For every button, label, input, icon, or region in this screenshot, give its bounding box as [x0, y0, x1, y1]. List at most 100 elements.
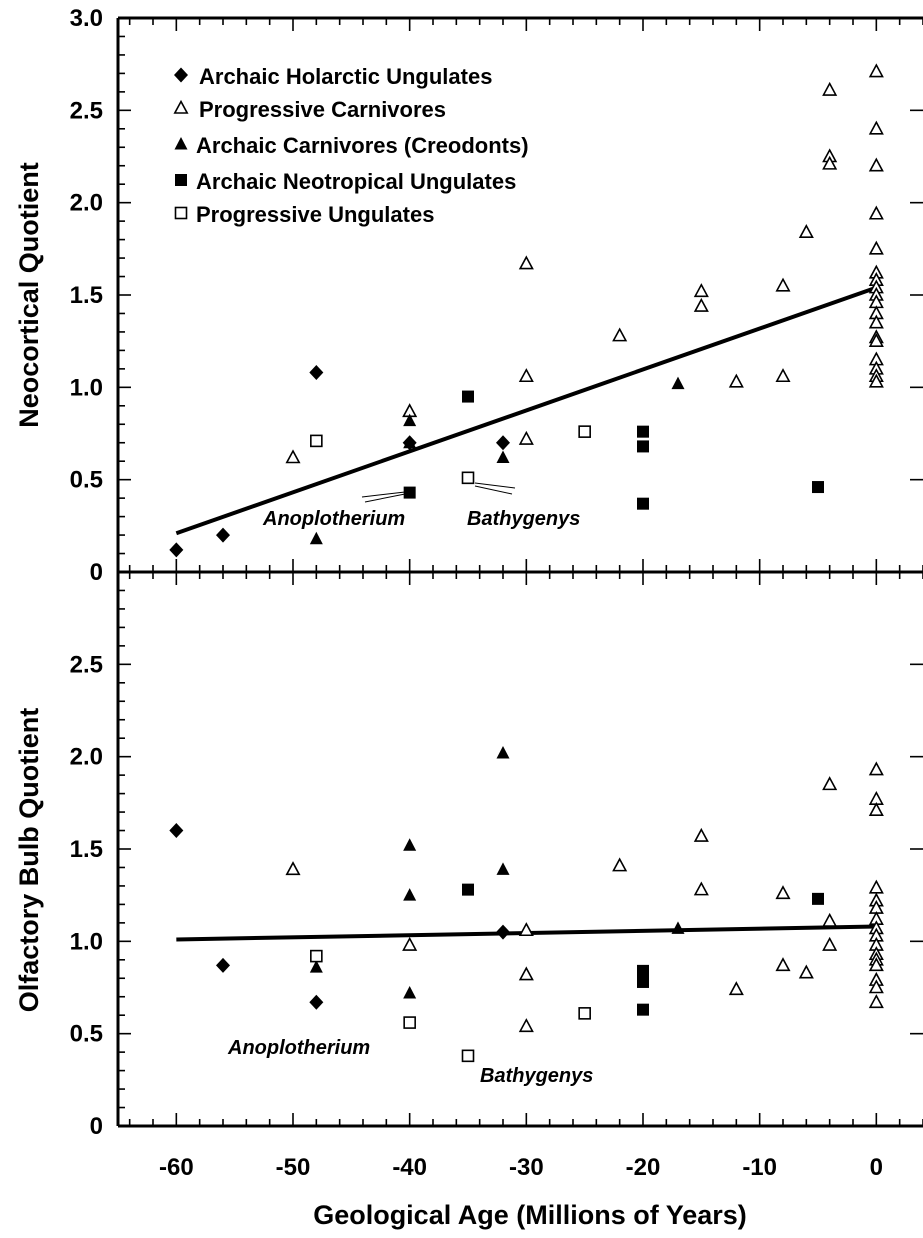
annotation-anoplotherium-upper: Anoplotherium — [262, 508, 405, 530]
data-point-filled-triangle — [403, 986, 416, 999]
y-tick-label: 2.5 — [70, 97, 103, 124]
data-point-open-square — [404, 1017, 415, 1028]
x-tick-label: -10 — [742, 1154, 777, 1181]
data-point-filled-diamond — [309, 995, 323, 1010]
annotation-bathygenys-upper: Bathygenys — [467, 508, 580, 530]
data-point-open-triangle — [695, 300, 707, 312]
data-point-filled-square — [812, 893, 824, 905]
y-tick-label: 1.5 — [70, 836, 103, 863]
data-point-open-square — [463, 1050, 474, 1061]
data-point-open-triangle — [823, 778, 835, 790]
lower-panel: 00.51.01.52.02.5-60 -50 -40 -30 -20 -10 0 Olfa… — [14, 572, 923, 1230]
x-tick-label: -60 — [159, 1154, 194, 1181]
data-point-open-square — [311, 951, 322, 962]
data-point-open-triangle — [403, 939, 415, 951]
legend-marker-filled-square — [175, 174, 187, 186]
data-point-filled-square — [637, 498, 649, 510]
y-tick-label: 2.0 — [70, 744, 103, 771]
data-point-open-triangle — [823, 915, 835, 927]
x-tick-label: 0 — [870, 1154, 883, 1181]
y-tick-label: 0 — [90, 1113, 103, 1140]
data-point-open-triangle — [730, 375, 742, 387]
y-tick-label: 0.5 — [70, 467, 103, 494]
annotation-pointer — [365, 494, 405, 502]
data-point-open-triangle — [870, 122, 882, 134]
data-point-open-square — [579, 426, 590, 437]
legend-label: Archaic Holarctic Ungulates — [199, 64, 492, 89]
data-point-filled-diamond — [496, 435, 510, 450]
legend-marker-filled-diamond — [174, 68, 188, 83]
data-point-open-triangle — [695, 883, 707, 895]
y-tick-label: 3.0 — [70, 5, 103, 32]
data-point-filled-triangle — [403, 888, 416, 901]
data-point-filled-diamond — [496, 925, 510, 940]
data-point-filled-square — [637, 976, 649, 988]
legend: Archaic Holarctic Ungulates Progressive C… — [174, 64, 529, 227]
data-point-open-triangle — [777, 279, 789, 291]
legend-label: Archaic Neotropical Ungulates — [196, 169, 516, 194]
data-point-filled-triangle — [497, 746, 510, 759]
data-point-open-square — [311, 435, 322, 446]
data-point-open-triangle — [730, 983, 742, 995]
y-tick-label: 1.0 — [70, 374, 103, 401]
data-point-filled-triangle — [497, 451, 510, 464]
data-point-open-triangle — [870, 804, 882, 816]
data-point-open-triangle — [800, 226, 812, 238]
legend-label: Progressive Ungulates — [196, 202, 434, 227]
upper-panel: 0 0.5 1.0 1.5 2.0 2.5 3.0 Archaic Holarctic Un… — [14, 5, 923, 586]
data-point-open-triangle — [870, 207, 882, 219]
data-point-open-triangle — [520, 257, 532, 269]
data-point-open-triangle — [520, 1020, 532, 1032]
data-point-open-triangle — [695, 830, 707, 842]
data-point-filled-square — [637, 965, 649, 977]
data-point-open-triangle — [870, 763, 882, 775]
data-point-open-triangle — [777, 959, 789, 971]
data-point-open-triangle — [520, 924, 532, 936]
y-tick-label: 1.5 — [70, 282, 103, 309]
data-point-filled-triangle — [672, 921, 685, 934]
x-tick-label: -30 — [509, 1154, 544, 1181]
data-point-open-triangle — [520, 370, 532, 382]
data-point-filled-diamond — [169, 542, 183, 557]
data-point-open-triangle — [777, 887, 789, 899]
data-point-open-triangle — [870, 65, 882, 77]
annotation-pointer — [362, 492, 405, 497]
data-point-filled-triangle — [403, 838, 416, 851]
x-tick-label: -40 — [392, 1154, 427, 1181]
data-point-filled-diamond — [309, 365, 323, 380]
data-point-open-triangle — [613, 859, 625, 871]
data-point-open-triangle — [870, 881, 882, 893]
data-point-filled-diamond — [169, 823, 183, 838]
data-point-filled-triangle — [310, 532, 323, 545]
data-point-open-triangle — [613, 329, 625, 341]
y-tick-label: 0 — [90, 559, 103, 586]
data-point-filled-diamond — [216, 958, 230, 973]
data-point-open-triangle — [823, 939, 835, 951]
data-point-filled-square — [812, 481, 824, 493]
data-point-open-triangle — [287, 863, 299, 875]
data-point-filled-square — [462, 391, 474, 403]
data-point-filled-square — [462, 884, 474, 896]
data-point-open-triangle — [520, 433, 532, 445]
data-point-open-triangle — [870, 159, 882, 171]
legend-marker-open-square — [176, 208, 187, 219]
legend-label: Archaic Carnivores (Creodonts) — [196, 133, 529, 158]
data-point-open-square — [463, 472, 474, 483]
data-point-filled-square — [637, 426, 649, 438]
annotation-anoplotherium-lower: Anoplotherium — [227, 1037, 370, 1059]
data-point-open-triangle — [800, 966, 812, 978]
x-tick-label: -20 — [626, 1154, 661, 1181]
data-point-open-triangle — [870, 242, 882, 254]
y-tick-label: 0.5 — [70, 1021, 103, 1048]
y-tick-label: 2.5 — [70, 651, 103, 678]
y-tick-label: 2.0 — [70, 190, 103, 217]
data-point-open-triangle — [287, 451, 299, 463]
legend-marker-filled-triangle — [175, 137, 188, 150]
legend-marker-open-triangle — [175, 102, 187, 114]
data-point-filled-triangle — [497, 862, 510, 875]
annotation-bathygenys-lower: Bathygenys — [480, 1065, 593, 1087]
data-point-open-triangle — [823, 84, 835, 96]
data-point-open-triangle — [870, 996, 882, 1008]
y-tick-label: 1.0 — [70, 928, 103, 955]
